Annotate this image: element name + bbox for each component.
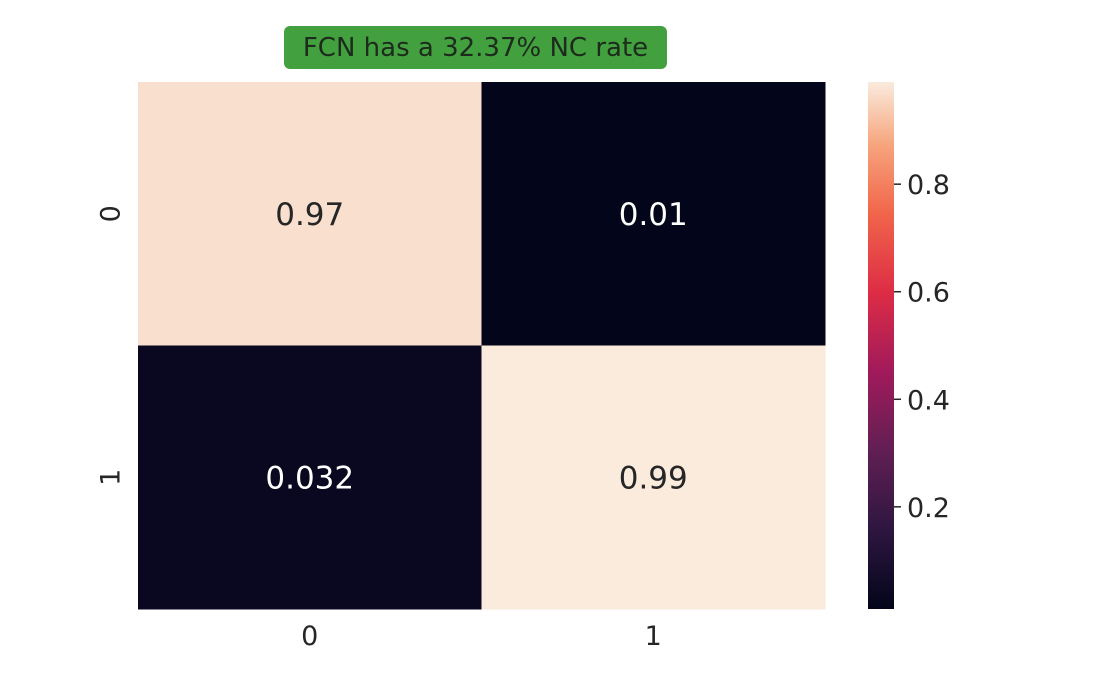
y-tick-label: 1	[96, 469, 127, 486]
colorbar	[868, 82, 894, 609]
heatmap-cell	[138, 345, 482, 610]
heatmap-cell	[481, 82, 826, 346]
y-tick-label: 0	[96, 205, 127, 222]
chart-title-text: FCN has a 32.37% NC rate	[302, 32, 649, 63]
cell-value-label: 0.01	[619, 197, 688, 233]
cell-value-label: 0.032	[265, 460, 354, 496]
heatmap-cell	[481, 345, 826, 610]
x-tick-label: 1	[645, 621, 662, 652]
colorbar-tick-label: 0.4	[907, 385, 950, 416]
x-tick-label: 0	[301, 621, 318, 652]
colorbar-tick-label: 0.2	[907, 493, 950, 524]
heatmap-cell	[138, 82, 482, 346]
cell-value-label: 0.99	[619, 460, 688, 496]
cell-value-label: 0.97	[275, 197, 344, 233]
colorbar-tick-label: 0.8	[907, 170, 950, 201]
chart-title: FCN has a 32.37% NC rate	[284, 26, 667, 69]
colorbar-tick-label: 0.6	[907, 278, 950, 309]
